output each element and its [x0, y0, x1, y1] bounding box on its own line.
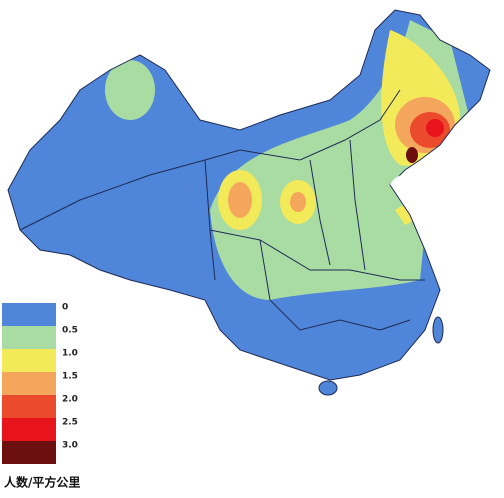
- legend-swatch: [2, 372, 56, 395]
- legend-label: 2.5: [62, 418, 78, 428]
- legend-label: 2.0: [62, 395, 78, 405]
- legend: 人数/平方公里 0 0.5 1.0 1.5 2.0 2.5 3.0: [2, 303, 80, 490]
- legend-swatch: [2, 326, 56, 349]
- legend-title: 人数/平方公里: [4, 475, 80, 490]
- legend-swatch: [2, 441, 56, 464]
- legend-swatch: [2, 349, 56, 372]
- china-map: [7, 9, 491, 396]
- legend-label: 0.5: [62, 326, 78, 336]
- legend-swatch: [2, 418, 56, 441]
- legend-swatch: [2, 303, 56, 326]
- legend-label: 1.5: [62, 372, 78, 382]
- legend-swatch: [2, 395, 56, 418]
- legend-label: 0: [62, 303, 68, 313]
- legend-label: 3.0: [62, 441, 78, 451]
- legend-label: 1.0: [62, 349, 78, 359]
